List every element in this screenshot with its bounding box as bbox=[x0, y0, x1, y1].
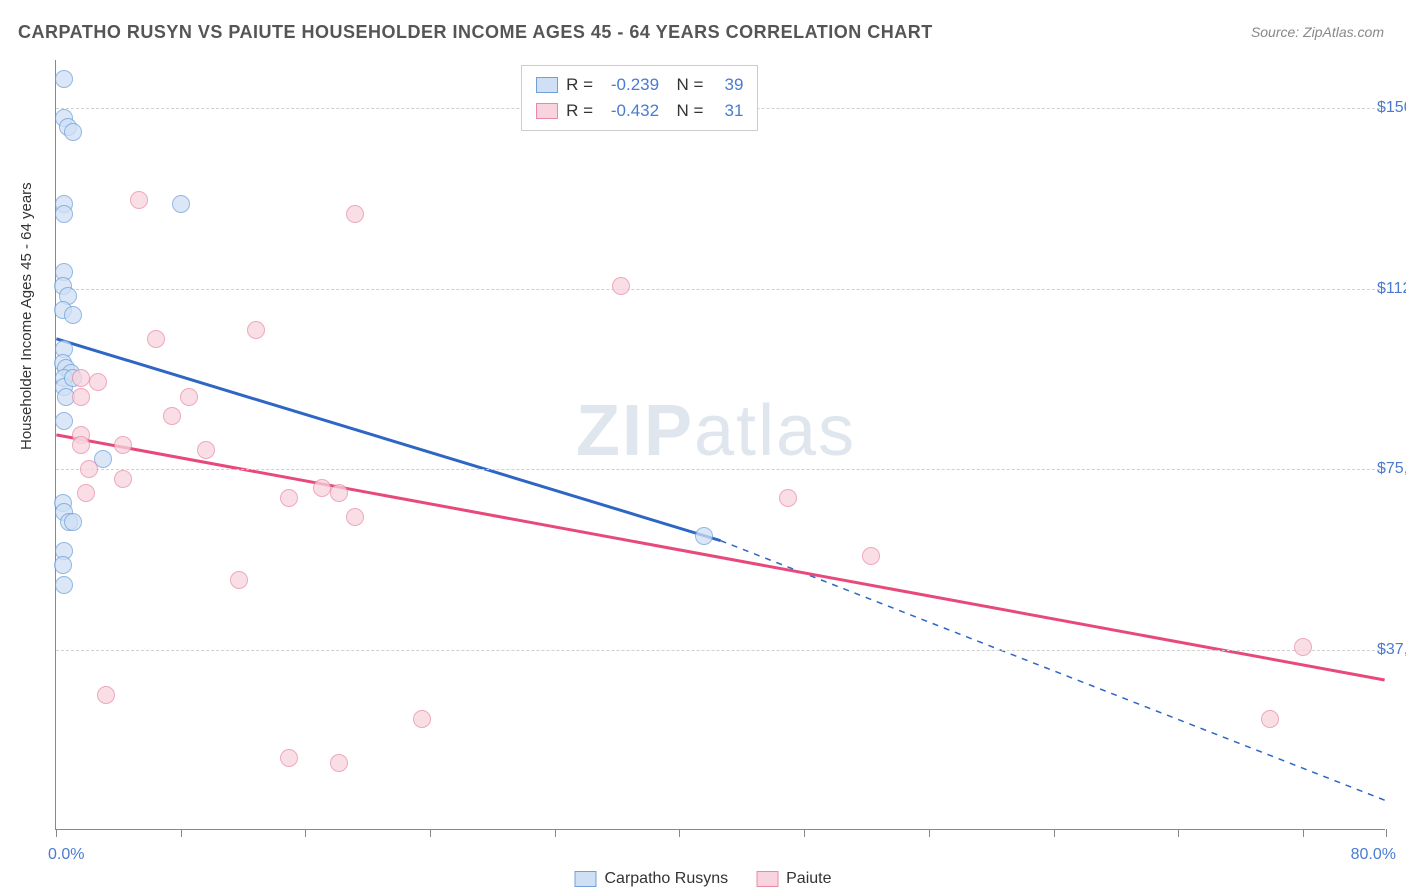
scatter-point bbox=[54, 556, 72, 574]
scatter-point bbox=[72, 436, 90, 454]
scatter-point bbox=[330, 754, 348, 772]
scatter-point bbox=[346, 205, 364, 223]
gridline bbox=[56, 650, 1385, 651]
legend-r-label: R = bbox=[566, 101, 593, 121]
scatter-point bbox=[64, 306, 82, 324]
legend-top: R = -0.239 N = 39 R = -0.432 N = 31 bbox=[521, 65, 758, 131]
legend-bottom-item-1: Carpatho Rusyns bbox=[575, 870, 729, 888]
chart-container: CARPATHO RUSYN VS PAIUTE HOUSEHOLDER INC… bbox=[0, 0, 1406, 892]
scatter-point bbox=[1261, 710, 1279, 728]
source-label: Source: ZipAtlas.com bbox=[1251, 24, 1384, 40]
scatter-point bbox=[163, 407, 181, 425]
x-tick bbox=[430, 829, 431, 837]
legend-top-row: R = -0.239 N = 39 bbox=[536, 72, 743, 98]
scatter-point bbox=[612, 277, 630, 295]
legend-swatch bbox=[536, 77, 558, 93]
scatter-point bbox=[72, 369, 90, 387]
scatter-point bbox=[413, 710, 431, 728]
legend-bottom-item-2: Paiute bbox=[756, 870, 831, 888]
x-axis-min-label: 0.0% bbox=[48, 846, 84, 864]
regression-lines-layer bbox=[56, 60, 1385, 829]
x-tick bbox=[56, 829, 57, 837]
scatter-point bbox=[130, 191, 148, 209]
scatter-point bbox=[695, 527, 713, 545]
regression-line bbox=[56, 339, 720, 541]
legend-swatch-2 bbox=[756, 871, 778, 887]
scatter-point bbox=[114, 436, 132, 454]
legend-n-value: 39 bbox=[711, 75, 743, 95]
x-tick bbox=[1178, 829, 1179, 837]
scatter-point bbox=[313, 479, 331, 497]
regression-line-extrapolated bbox=[721, 541, 1385, 801]
scatter-point bbox=[147, 330, 165, 348]
y-axis-label: Householder Income Ages 45 - 64 years bbox=[18, 182, 35, 450]
scatter-point bbox=[862, 547, 880, 565]
scatter-point bbox=[230, 571, 248, 589]
y-tick-label: $150,000 bbox=[1377, 99, 1406, 117]
x-tick bbox=[929, 829, 930, 837]
legend-label-1: Carpatho Rusyns bbox=[605, 870, 729, 888]
y-tick-label: $37,500 bbox=[1377, 641, 1406, 659]
x-tick bbox=[305, 829, 306, 837]
y-tick-label: $75,000 bbox=[1377, 460, 1406, 478]
legend-n-label: N = bbox=[667, 101, 703, 121]
legend-swatch bbox=[536, 103, 558, 119]
legend-r-value: -0.432 bbox=[601, 101, 659, 121]
regression-line bbox=[56, 435, 1384, 680]
gridline bbox=[56, 289, 1385, 290]
legend-r-value: -0.239 bbox=[601, 75, 659, 95]
legend-n-label: N = bbox=[667, 75, 703, 95]
scatter-point bbox=[180, 388, 198, 406]
legend-r-label: R = bbox=[566, 75, 593, 95]
scatter-point bbox=[55, 412, 73, 430]
scatter-point bbox=[64, 123, 82, 141]
x-tick bbox=[679, 829, 680, 837]
scatter-point bbox=[72, 388, 90, 406]
legend-top-row: R = -0.432 N = 31 bbox=[536, 98, 743, 124]
scatter-point bbox=[280, 489, 298, 507]
x-tick bbox=[804, 829, 805, 837]
scatter-point bbox=[247, 321, 265, 339]
scatter-point bbox=[1294, 638, 1312, 656]
chart-title: CARPATHO RUSYN VS PAIUTE HOUSEHOLDER INC… bbox=[18, 22, 933, 43]
legend-bottom: Carpatho Rusyns Paiute bbox=[575, 870, 832, 888]
legend-label-2: Paiute bbox=[786, 870, 831, 888]
x-tick bbox=[1386, 829, 1387, 837]
scatter-point bbox=[97, 686, 115, 704]
y-tick-label: $112,500 bbox=[1377, 280, 1406, 298]
x-tick bbox=[1054, 829, 1055, 837]
scatter-point bbox=[80, 460, 98, 478]
legend-n-value: 31 bbox=[711, 101, 743, 121]
gridline bbox=[56, 469, 1385, 470]
x-axis-max-label: 80.0% bbox=[1351, 846, 1396, 864]
plot-area: ZIPatlas $37,500$75,000$112,500$150,000R… bbox=[55, 60, 1385, 830]
scatter-point bbox=[77, 484, 95, 502]
scatter-point bbox=[89, 373, 107, 391]
scatter-point bbox=[55, 205, 73, 223]
scatter-point bbox=[114, 470, 132, 488]
scatter-point bbox=[172, 195, 190, 213]
legend-swatch-1 bbox=[575, 871, 597, 887]
scatter-point bbox=[330, 484, 348, 502]
x-tick bbox=[555, 829, 556, 837]
scatter-point bbox=[346, 508, 364, 526]
scatter-point bbox=[55, 70, 73, 88]
scatter-point bbox=[280, 749, 298, 767]
x-tick bbox=[181, 829, 182, 837]
scatter-point bbox=[64, 513, 82, 531]
x-tick bbox=[1303, 829, 1304, 837]
scatter-point bbox=[779, 489, 797, 507]
scatter-point bbox=[197, 441, 215, 459]
scatter-point bbox=[55, 576, 73, 594]
